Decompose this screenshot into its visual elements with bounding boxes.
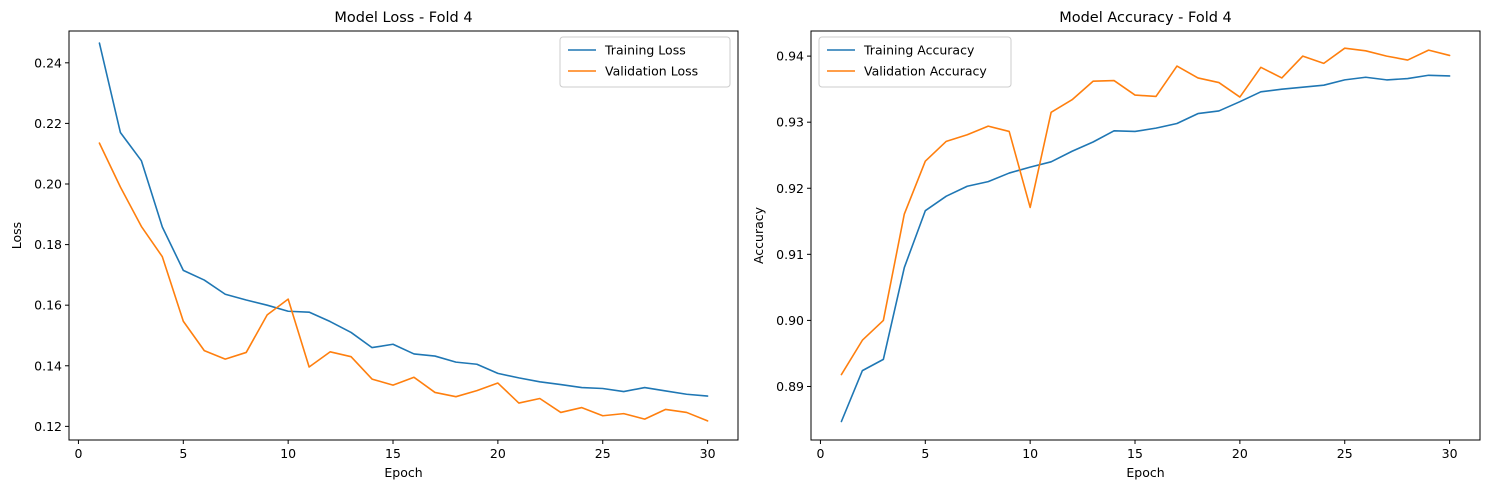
y-tick-label: 0.14 — [34, 358, 62, 373]
x-tick-label: 10 — [1022, 446, 1038, 461]
x-tick-label: 0 — [816, 446, 824, 461]
y-tick-label: 0.16 — [34, 298, 62, 313]
y-tick-label: 0.22 — [34, 116, 62, 131]
y-tick-label: 0.93 — [776, 115, 804, 130]
x-tick-label: 20 — [1232, 446, 1248, 461]
loss-chart: 0 5 10 15 20 25 30 0.12 0.14 0.16 0.18 0.20 0.22 0.24… — [9, 10, 739, 480]
plot-frame — [68, 30, 739, 441]
series-line-training-loss — [98, 42, 709, 397]
x-tick-label: 0 — [74, 446, 82, 461]
series-line-training-accuracy — [840, 74, 1451, 423]
legend-box — [559, 36, 731, 88]
series-line-validation-accuracy — [840, 47, 1451, 376]
x-tick-label: 5 — [921, 446, 929, 461]
legend: Training Loss Validation Loss — [559, 36, 731, 88]
legend: Training Accuracy Validation Accuracy — [818, 36, 1012, 88]
x-tick-label: 5 — [179, 446, 187, 461]
chart-title: Model Accuracy - Fold 4 — [1059, 10, 1232, 26]
x-tick-label: 15 — [1127, 446, 1143, 461]
x-tick-label: 30 — [700, 446, 716, 461]
y-tick-label: 0.92 — [776, 181, 804, 196]
x-tick-label: 10 — [280, 446, 296, 461]
x-tick-label: 25 — [595, 446, 611, 461]
y-axis-label: Loss — [9, 222, 24, 249]
chart-title: Model Loss - Fold 4 — [334, 10, 472, 26]
legend-label: Training Accuracy — [863, 43, 975, 58]
y-axis-label: Accuracy — [751, 206, 766, 264]
legend-box — [818, 36, 1012, 88]
x-tick-label: 20 — [490, 446, 506, 461]
x-axis-label: Epoch — [1126, 465, 1164, 480]
y-tick-label: 0.20 — [34, 176, 62, 191]
y-tick-label: 0.89 — [776, 379, 804, 394]
legend-label: Validation Loss — [605, 64, 698, 79]
x-tick-label: 30 — [1442, 446, 1458, 461]
x-tick-label: 25 — [1337, 446, 1353, 461]
y-tick-label: 0.18 — [34, 237, 62, 252]
y-tick-label: 0.90 — [776, 313, 804, 328]
y-tick-label: 0.91 — [776, 247, 804, 262]
x-axis-label: Epoch — [384, 465, 422, 480]
series-line-validation-loss — [98, 142, 709, 422]
legend-label: Training Loss — [604, 43, 686, 58]
legend-label: Validation Accuracy — [864, 64, 987, 79]
accuracy-chart: 0 5 10 15 20 25 30 0.89 0.90 0.91 0.92 0.93 0.94 Mode… — [751, 10, 1481, 480]
y-tick-label: 0.24 — [34, 55, 62, 70]
x-tick-label: 15 — [385, 446, 401, 461]
plot-frame — [810, 30, 1481, 441]
y-tick-label: 0.12 — [34, 419, 62, 434]
y-tick-label: 0.94 — [776, 49, 804, 64]
